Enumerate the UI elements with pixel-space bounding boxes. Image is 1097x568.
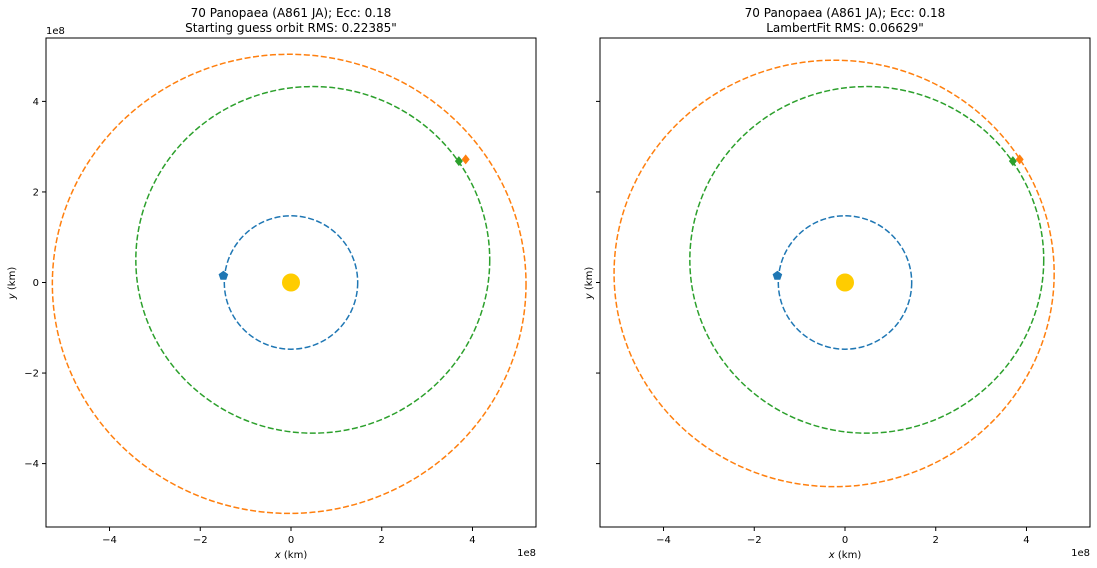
x-axis-label: x (km) (274, 550, 308, 561)
y-tick-label: 0 (33, 278, 39, 289)
x-tick-label: −4 (102, 535, 117, 546)
x-axis-label: x (km) (828, 550, 862, 561)
y-axis-label: y (km) (7, 267, 18, 301)
chart-title-line2: LambertFit RMS: 0.06629" (766, 21, 924, 35)
orbit-path (689, 85, 1045, 434)
sun-marker (282, 273, 300, 292)
body-position-marker (454, 156, 463, 167)
body-position-marker (461, 154, 470, 165)
x-offset-label: 1e8 (517, 548, 536, 559)
body-position-marker (772, 270, 783, 280)
x-tick-label: 4 (469, 535, 475, 546)
chart-title-line1: 70 Panopaea (A861 JA); Ecc: 0.18 (745, 6, 946, 20)
subplot-right: 70 Panopaea (A861 JA); Ecc: 0.18 Lambert… (584, 6, 1091, 561)
x-tick-label: 4 (1023, 535, 1029, 546)
x-offset-label: 1e8 (1071, 548, 1090, 559)
y-tick-label: −2 (24, 369, 39, 380)
plot-content (613, 59, 1055, 488)
y-axis-label: y (km) (584, 267, 595, 301)
x-tick-label: −2 (747, 535, 762, 546)
body-position-marker (1015, 154, 1024, 165)
chart-title-line2: Starting guess orbit RMS: 0.22385" (185, 21, 397, 35)
orbit-path (223, 215, 359, 350)
axis-ticks: −4 −2 0 2 4 −4 −2 0 2 4 (24, 97, 475, 546)
axis-ticks: −4 −2 0 2 4 (596, 100, 1030, 546)
orbit-path (51, 53, 527, 515)
x-tick-label: −4 (656, 535, 671, 546)
orbit-path (613, 59, 1055, 488)
subplot-left: 70 Panopaea (A861 JA); Ecc: 0.18 Startin… (7, 6, 537, 561)
y-tick-label: 4 (33, 97, 39, 108)
sun-marker (836, 273, 854, 292)
chart-title-line1: 70 Panopaea (A861 JA); Ecc: 0.18 (191, 6, 392, 20)
x-tick-label: −2 (193, 535, 208, 546)
y-offset-label: 1e8 (46, 26, 65, 37)
body-position-marker (218, 270, 229, 280)
plot-content (51, 53, 527, 515)
x-tick-label: 0 (842, 535, 848, 546)
x-tick-label: 0 (288, 535, 294, 546)
x-tick-label: 2 (933, 535, 939, 546)
orbit-path (777, 215, 913, 350)
x-tick-label: 2 (379, 535, 385, 546)
body-position-marker (1008, 156, 1017, 167)
y-tick-label: −4 (24, 459, 39, 470)
y-tick-label: 2 (33, 187, 39, 198)
orbit-path (135, 85, 491, 434)
